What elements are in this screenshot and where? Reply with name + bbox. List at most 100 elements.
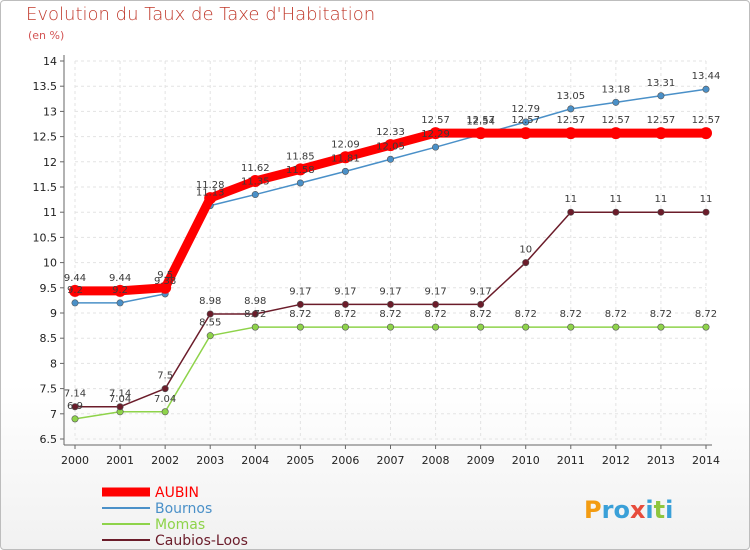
data-label-momas: 8.72 bbox=[650, 309, 672, 320]
data-label-aubin: 12.57 bbox=[511, 115, 540, 126]
data-point-momas bbox=[477, 323, 485, 331]
legend-label-caubios-loos: Caubios-Loos bbox=[155, 533, 248, 549]
data-label-aubin: 12.57 bbox=[556, 115, 585, 126]
data-label-bournos: 13.18 bbox=[602, 84, 631, 95]
data-label-caubios-loos: 11 bbox=[609, 194, 622, 205]
data-label-momas: 7.04 bbox=[109, 394, 131, 405]
data-label-bournos: 11.81 bbox=[331, 153, 360, 164]
data-point-bournos bbox=[116, 299, 124, 307]
y-tick-label: 7 bbox=[50, 408, 57, 421]
data-label-aubin: 12.57 bbox=[421, 115, 450, 126]
data-label-aubin: 9.5 bbox=[157, 270, 173, 281]
data-point-bournos bbox=[522, 118, 530, 126]
data-point-aubin bbox=[609, 127, 622, 140]
y-tick-label: 7.5 bbox=[40, 383, 58, 396]
data-point-aubin bbox=[294, 163, 307, 176]
data-label-bournos: 13.05 bbox=[556, 91, 585, 102]
data-point-momas bbox=[567, 323, 575, 331]
data-label-momas: 8.72 bbox=[515, 309, 537, 320]
y-tick-label: 12.5 bbox=[33, 131, 58, 144]
y-tick-label: 6.5 bbox=[40, 433, 58, 446]
data-label-caubios-loos: 7.14 bbox=[109, 389, 131, 400]
x-tick-label: 2009 bbox=[467, 454, 495, 467]
y-tick-label: 8.5 bbox=[40, 332, 58, 345]
data-label-caubios-loos: 8.98 bbox=[199, 296, 221, 307]
data-point-caubios-loos bbox=[251, 310, 259, 318]
data-label-caubios-loos: 10 bbox=[519, 245, 532, 256]
x-tick-label: 2005 bbox=[286, 454, 314, 467]
data-label-momas: 8.72 bbox=[334, 309, 356, 320]
data-label-aubin: 9.44 bbox=[109, 273, 131, 284]
data-label-momas: 8.72 bbox=[605, 309, 627, 320]
legend-label-aubin: AUBIN bbox=[155, 485, 199, 501]
data-point-aubin bbox=[69, 284, 81, 297]
data-point-momas bbox=[522, 323, 530, 331]
data-label-momas: 7.04 bbox=[154, 394, 176, 405]
x-tick-label: 2001 bbox=[106, 454, 134, 467]
data-label-aubin: 9.44 bbox=[64, 273, 86, 284]
data-label-bournos: 12.54 bbox=[466, 117, 495, 128]
data-label-momas: 6.9 bbox=[67, 401, 83, 412]
data-label-bournos: 11.58 bbox=[286, 165, 315, 176]
data-point-momas bbox=[612, 323, 620, 331]
data-point-aubin bbox=[159, 281, 172, 294]
x-tick-label: 2003 bbox=[196, 454, 224, 467]
y-tick-label: 10.5 bbox=[33, 231, 58, 244]
data-point-caubios-loos bbox=[522, 259, 530, 267]
y-tick-label: 8 bbox=[50, 357, 57, 370]
data-point-caubios-loos bbox=[71, 403, 79, 411]
data-label-bournos: 12.05 bbox=[376, 141, 405, 152]
data-point-momas bbox=[702, 323, 710, 331]
data-label-aubin: 12.33 bbox=[376, 127, 405, 138]
data-point-aubin bbox=[654, 127, 667, 140]
data-label-momas: 8.72 bbox=[470, 309, 492, 320]
data-point-bournos bbox=[567, 105, 575, 113]
data-label-caubios-loos: 9.17 bbox=[289, 286, 311, 297]
x-tick-label: 2006 bbox=[331, 454, 359, 467]
data-label-bournos: 13.31 bbox=[647, 78, 676, 89]
y-tick-label: 14 bbox=[43, 55, 57, 68]
x-tick-label: 2004 bbox=[241, 454, 269, 467]
x-tick-label: 2010 bbox=[512, 454, 540, 467]
x-tick-label: 2008 bbox=[422, 454, 450, 467]
data-label-caubios-loos: 11 bbox=[700, 194, 713, 205]
y-tick-label: 11.5 bbox=[33, 181, 58, 194]
data-label-caubios-loos: 8.98 bbox=[244, 296, 266, 307]
data-label-aubin: 11.28 bbox=[196, 180, 225, 191]
data-label-caubios-loos: 9.17 bbox=[379, 286, 401, 297]
data-point-aubin bbox=[564, 127, 577, 140]
y-tick-label: 9.5 bbox=[40, 282, 58, 295]
data-label-aubin: 12.57 bbox=[647, 115, 676, 126]
data-point-aubin bbox=[384, 139, 397, 152]
y-tick-label: 12 bbox=[43, 156, 57, 169]
data-point-aubin bbox=[339, 151, 352, 164]
data-point-caubios-loos bbox=[386, 300, 394, 308]
data-point-bournos bbox=[702, 85, 710, 93]
data-label-caubios-loos: 9.17 bbox=[424, 286, 446, 297]
data-label-momas: 8.55 bbox=[199, 318, 221, 329]
data-label-momas: 8.72 bbox=[244, 309, 266, 320]
x-tick-label: 2007 bbox=[377, 454, 405, 467]
data-label-bournos: 9.2 bbox=[67, 285, 83, 296]
data-point-caubios-loos bbox=[432, 300, 440, 308]
legend-label-momas: Momas bbox=[155, 517, 205, 533]
data-label-aubin: 11.85 bbox=[286, 151, 315, 162]
data-point-caubios-loos bbox=[612, 208, 620, 216]
data-point-caubios-loos bbox=[206, 310, 214, 318]
data-label-aubin: 11.62 bbox=[241, 163, 270, 174]
data-point-bournos bbox=[657, 92, 665, 100]
legend-label-bournos: Bournos bbox=[155, 501, 212, 517]
x-tick-label: 2014 bbox=[692, 454, 720, 467]
y-tick-label: 10 bbox=[43, 257, 57, 270]
data-point-bournos bbox=[341, 167, 349, 175]
data-label-caubios-loos: 11 bbox=[564, 194, 577, 205]
data-point-bournos bbox=[296, 179, 304, 187]
y-axis-unit: (en %) bbox=[28, 29, 65, 42]
data-point-momas bbox=[206, 332, 214, 340]
data-label-momas: 8.72 bbox=[695, 309, 717, 320]
data-label-aubin: 12.09 bbox=[331, 139, 360, 150]
data-point-momas bbox=[251, 323, 259, 331]
data-label-caubios-loos: 11 bbox=[655, 194, 668, 205]
